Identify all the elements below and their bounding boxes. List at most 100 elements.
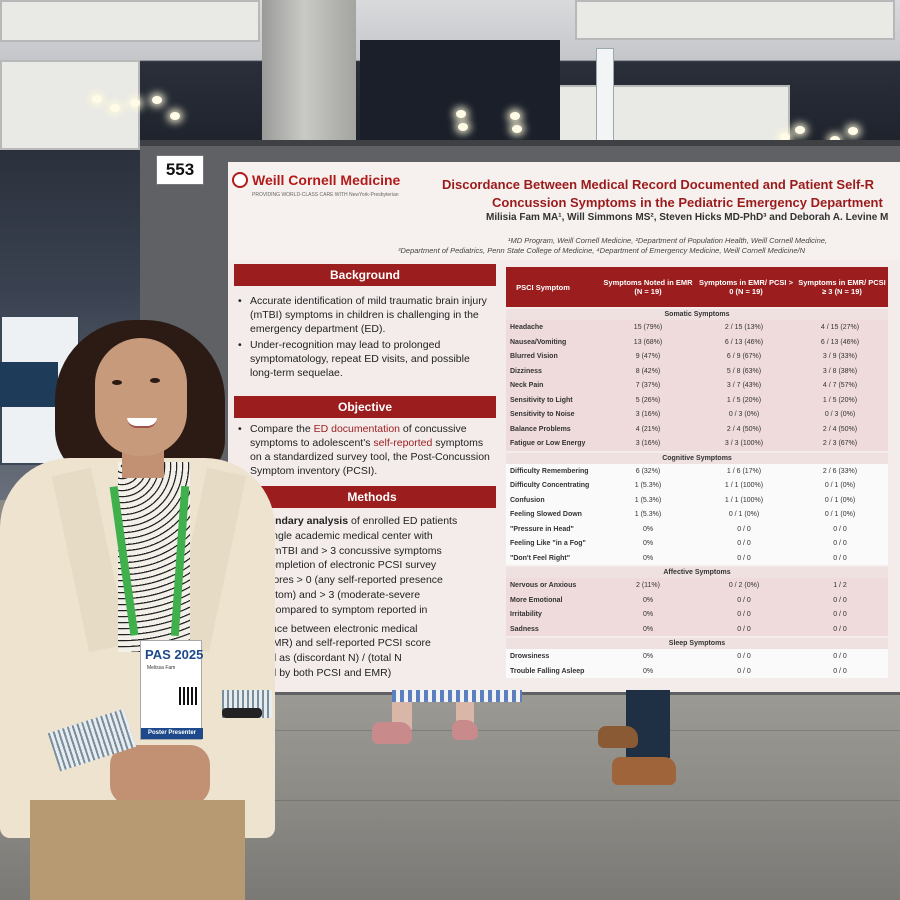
ceiling-tile [0, 0, 260, 42]
table-row: Blurred Vision 9 (47%) 6 / 9 (67%) 3 / 9 (3… [506, 349, 888, 364]
brown-shoe [612, 757, 676, 785]
authors: Milisia Fam MA¹, Will Simmons MS², Steve… [486, 212, 889, 223]
pcsi-gt0-cell: 5 / 8 (63%) [726, 367, 762, 375]
symptom-cell: Headache [510, 324, 544, 331]
pcsi-gt0-cell: 6 / 9 (67%) [726, 353, 762, 360]
table-row: Headache 15 (79%) 2 / 15 (13%) 4 / 15 (27%) [506, 320, 888, 335]
table-row: Difficulty Remembering 6 (32%) 1 / 6 (17%)… [506, 464, 888, 479]
table-row: Feeling Slowed Down 1 (5.3%) 0 / 1 (0%) 0 /… [506, 507, 888, 522]
ceiling [0, 0, 900, 155]
table-row: Difficulty Concentrating 1 (5.3%) 1 / 1 (1… [506, 478, 888, 493]
table-row: Nausea/Vomiting 13 (68%) 6 / 13 (46%) 6 / 1… [506, 335, 888, 350]
badge-logo: PAS 2025 [145, 647, 204, 662]
pcsi-ge3-cell: 0 / 3 (0%) [824, 411, 856, 418]
symptom-cell: Difficulty Concentrating [510, 482, 590, 489]
emr-cell: 15 (79%) [633, 324, 663, 331]
table-group-body: Nervous or Anxious 2 (11%) 0 / 2 (0%) 1 / 2… [506, 578, 888, 636]
pcsi-gt0-cell: 0 / 0 [737, 625, 751, 633]
pcsi-ge3-cell: 1 / 2 [833, 582, 847, 589]
pink-shoe [372, 722, 412, 744]
badge-name: Melissa Fam [147, 665, 176, 671]
table-row: Sadness 0% 0 / 0 0 / 0 [506, 622, 888, 637]
symptom-cell: Feeling Like "in a Fog" [510, 540, 586, 547]
emr-cell: 0% [642, 625, 654, 633]
emr-cell: 8 (42%) [635, 367, 661, 375]
pcsi-ge3-cell: 3 / 9 (33%) [822, 353, 858, 360]
pcsi-ge3-cell: 4 / 7 (57%) [822, 382, 858, 389]
clasped-hands [110, 745, 210, 805]
symptom-cell: Neck Pain [510, 382, 544, 389]
symptom-cell: Drowsiness [510, 653, 550, 660]
emr-cell: 1 (5.3%) [634, 511, 662, 518]
pcsi-ge3-cell: 2 / 6 (33%) [822, 467, 858, 475]
methods-line: Secondary analysis of enrolled ED patien… [250, 514, 496, 529]
symptom-cell: Confusion [510, 496, 545, 504]
symptom-cell: "Pressure in Head" [510, 525, 574, 533]
pcsi-ge3-cell: 0 / 1 (0%) [824, 496, 856, 504]
ceiling-light [130, 99, 140, 107]
poster-title: Discordance Between Medical Record Docum… [442, 176, 900, 212]
objective-heading: Objective [234, 396, 496, 418]
ceiling-light [848, 127, 858, 135]
table-row: Trouble Falling Asleep 0% 0 / 0 0 / 0 [506, 664, 888, 679]
trousers [30, 800, 245, 900]
symptom-cell: Fatigue or Low Energy [510, 440, 586, 447]
emr-cell: 7 (37%) [635, 382, 661, 389]
ceiling-light [92, 95, 102, 103]
title-line-2: Concussion Symptoms in the Pediatric Eme… [492, 195, 883, 210]
emr-cell: 6 (32%) [635, 467, 661, 475]
table-row: More Emotional 0% 0 / 0 0 / 0 [506, 593, 888, 608]
objective-text-part: of concussive symptoms to adolescent's [250, 423, 467, 449]
emr-cell: 13 (68%) [633, 338, 663, 346]
symptom-cell: Feeling Slowed Down [510, 511, 582, 518]
methods-line: uated by both PCSI and EMR) [250, 666, 392, 679]
ceiling-light [152, 96, 162, 104]
header-symptom: PSCI Symptom [516, 282, 570, 292]
symptom-cell: Sadness [510, 625, 539, 633]
emr-cell: 5 (26%) [635, 396, 661, 404]
emr-cell: 4 (21%) [635, 425, 661, 433]
pcsi-gt0-cell: 1 / 6 (17%) [726, 467, 762, 475]
symptom-cell: Sensitivity to Light [510, 396, 573, 404]
left-column: Background Accurate identification of mi… [234, 262, 496, 690]
background-bullet: Under-recognition may lead to prolonged … [238, 338, 496, 380]
symptom-cell: Nausea/Vomiting [510, 338, 567, 346]
pcsi-ge3-cell: 0 / 1 (0%) [824, 482, 856, 489]
title-line-1: Discordance Between Medical Record Docum… [442, 177, 874, 192]
ceiling-opening [360, 40, 560, 150]
ceiling-light [512, 125, 522, 133]
logo-name: Weill Cornell Medicine [252, 172, 401, 188]
affiliations-line-2: ³Department of Pediatrics, Penn State Co… [398, 246, 806, 255]
ceiling-light [510, 112, 520, 120]
table-row: Sensitivity to Noise 3 (16%) 0 / 3 (0%) 0 /… [506, 407, 888, 422]
board-number: 553 [156, 155, 204, 185]
smile [127, 418, 157, 428]
table-row: Feeling Like "in a Fog" 0% 0 / 0 0 / 0 [506, 536, 888, 551]
results-table: PSCI Symptom Symptoms Noted in EMR (N = … [506, 267, 888, 687]
methods-line: ordance between electronic medical [250, 622, 418, 635]
pcsi-ge3-cell: 0 / 0 [833, 525, 847, 533]
symptom-cell: "Don't Feel Right" [510, 554, 571, 562]
objective-bullet: Compare the ED documentation of concussi… [238, 422, 496, 478]
methods-line: sured as (discordant N) / (total N [250, 652, 402, 665]
methods-line: t a single academic medical center with [250, 529, 433, 542]
pcsi-ge3-cell: 0 / 0 [833, 667, 847, 675]
emr-cell: 3 (16%) [635, 440, 661, 447]
pcsi-gt0-cell: 2 / 15 (13%) [724, 324, 764, 331]
background-text: Accurate identification of mild traumati… [238, 294, 496, 382]
pcsi-gt0-cell: 0 / 0 [737, 653, 751, 660]
emr-cell: 0% [642, 653, 654, 660]
ceiling-light [170, 112, 180, 120]
table-row: Dizziness 8 (42%) 5 / 8 (63%) 3 / 8 (38%) [506, 364, 888, 379]
objective-highlight: self-reported [373, 437, 433, 449]
pcsi-ge3-cell: 0 / 0 [833, 653, 847, 660]
pcsi-ge3-cell: 0 / 0 [833, 540, 847, 547]
pcsi-gt0-cell: 0 / 2 (0%) [728, 582, 760, 589]
pcsi-gt0-cell: 0 / 0 [737, 611, 751, 618]
pcsi-ge3-cell: 2 / 4 (50%) [822, 425, 858, 433]
background-bullet: Accurate identification of mild traumati… [238, 294, 496, 336]
symptom-cell: Nervous or Anxious [510, 582, 577, 589]
pcsi-ge3-cell: 3 / 8 (38%) [822, 367, 858, 375]
face [95, 338, 187, 456]
institution-logo: Weill Cornell Medicine PROVIDING WORLD-C… [232, 170, 432, 210]
